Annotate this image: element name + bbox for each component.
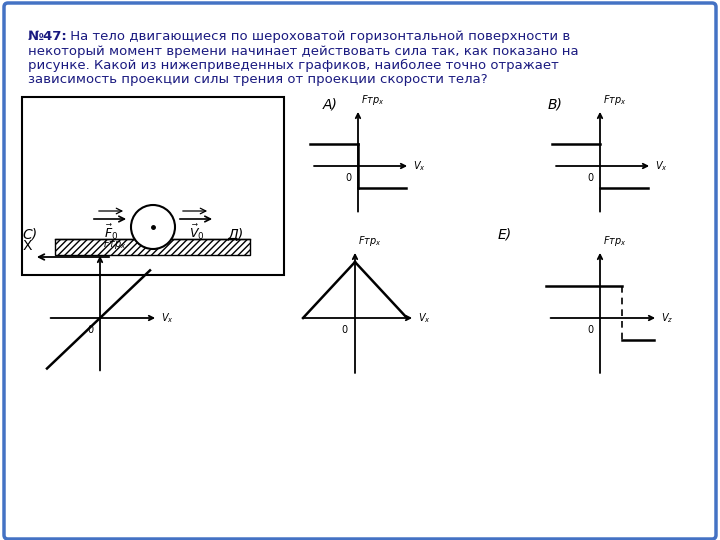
Text: некоторый момент времени начинает действовать сила так, как показано на: некоторый момент времени начинает действ… xyxy=(28,44,579,57)
Text: $Fтр_x$: $Fтр_x$ xyxy=(361,93,384,107)
Text: $\vec{V}_0$: $\vec{V}_0$ xyxy=(189,223,204,242)
Text: зависимость проекции силы трения от проекции скорости тела?: зависимость проекции силы трения от прое… xyxy=(28,73,487,86)
Text: Д): Д) xyxy=(228,227,244,241)
Text: 0: 0 xyxy=(587,173,593,183)
Text: 0: 0 xyxy=(345,173,351,183)
Text: X: X xyxy=(22,239,32,253)
Text: С): С) xyxy=(22,227,37,241)
Text: 0: 0 xyxy=(342,325,348,335)
Text: $Fтр_x$: $Fтр_x$ xyxy=(603,93,626,107)
Text: $V_x$: $V_x$ xyxy=(161,311,174,325)
Text: $\vec{F}_0$: $\vec{F}_0$ xyxy=(104,223,118,242)
Text: $V_x$: $V_x$ xyxy=(655,159,667,173)
Text: $V_z$: $V_z$ xyxy=(661,311,673,325)
Text: рисунке. Какой из нижеприведенных графиков, наиболее точно отражает: рисунке. Какой из нижеприведенных график… xyxy=(28,59,559,72)
Text: №47:: №47: xyxy=(28,30,68,43)
FancyBboxPatch shape xyxy=(4,3,716,539)
Text: $V_x$: $V_x$ xyxy=(413,159,426,173)
Text: В): В) xyxy=(548,98,563,112)
Text: А): А) xyxy=(323,98,338,112)
Text: $Fтр_x$: $Fтр_x$ xyxy=(103,237,127,251)
Text: Е): Е) xyxy=(498,227,512,241)
Text: $Fтр_x$: $Fтр_x$ xyxy=(358,234,382,248)
Text: $V_x$: $V_x$ xyxy=(418,311,431,325)
Text: 0: 0 xyxy=(87,325,93,335)
Text: 0: 0 xyxy=(587,325,593,335)
Text: $Fтр_x$: $Fтр_x$ xyxy=(603,234,626,248)
Text: На тело двигающиеся по шероховатой горизонтальной поверхности в: На тело двигающиеся по шероховатой гориз… xyxy=(66,30,570,43)
Bar xyxy=(22,97,284,275)
Circle shape xyxy=(131,205,175,249)
Bar xyxy=(55,239,250,255)
